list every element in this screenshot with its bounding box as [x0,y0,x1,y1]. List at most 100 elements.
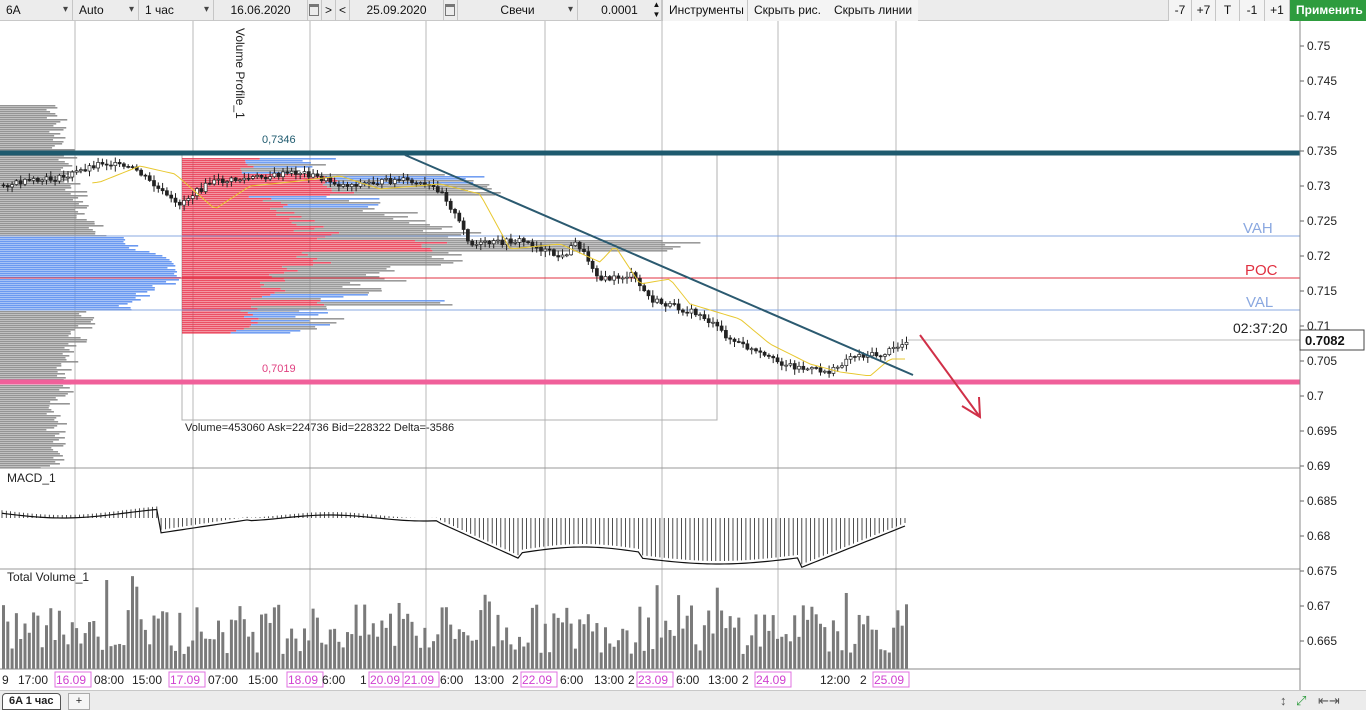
candle-body [311,173,315,178]
volume-bar [88,622,91,669]
volume-bar [892,627,896,669]
left-profile-bar [0,159,59,161]
profile-ask-bar [259,158,336,160]
chart-type-select[interactable]: Свечи [458,0,578,21]
left-profile-bar [0,465,50,467]
candle-body [642,285,647,292]
candle-body [208,182,212,185]
tick-stepper[interactable]: ▲ ▼ [651,0,663,21]
candle-body [689,308,694,314]
minus1-button[interactable]: -1 [1240,0,1265,21]
calendar-from-button[interactable] [308,0,322,21]
profile-bid-bar [182,276,272,278]
left-profile-bar [0,295,150,297]
volume-bar [483,594,487,669]
date-highlight-box [286,671,324,688]
profile-ask-bar [260,286,343,288]
candle-body [113,162,118,167]
hide-lines-button[interactable]: Скрыть линии [828,0,918,21]
time-tick-label: 13:00 [594,673,624,687]
volume-bar [827,651,831,669]
timeframe-select[interactable]: 1 час [139,0,214,21]
time-tick-label: 15:00 [132,673,162,687]
volume-bar [251,631,255,669]
volume-bar [118,643,122,669]
tick-size-field[interactable]: 0.0001 [578,0,662,21]
candle-body [853,356,857,358]
left-profile-bar [0,155,64,157]
time-tick-label: 13:00 [474,673,504,687]
plus7-button[interactable]: +7 [1192,0,1216,21]
symbol-select[interactable]: 6A [0,0,73,21]
candle-body [401,177,406,181]
profile-ask-bar [250,320,310,322]
plus1-button[interactable]: +1 [1265,0,1290,21]
stepper-down-icon[interactable]: ▼ [652,10,661,19]
volume-bar [655,585,659,669]
left-profile-bar [0,247,130,249]
candle-body [478,241,483,245]
price-tick-label: 0.75 [1307,39,1331,53]
resize-vertical-icon[interactable]: ↕ [1280,693,1287,708]
stepper-up-icon[interactable]: ▲ [652,0,661,9]
low-level-label: 0,7019 [262,363,296,375]
candle-body [848,356,853,360]
volume-bar [19,638,23,669]
date-to-field[interactable]: 25.09.2020 [350,0,444,21]
calendar-to-button[interactable] [444,0,458,21]
profile-bid-bar [182,278,284,280]
profile-ask-bar [257,322,337,324]
left-profile-bar [0,249,136,251]
volume-bar [410,621,414,669]
volume-bar [561,622,564,669]
date-from-field[interactable]: 16.06.2020 [214,0,308,21]
chart-area[interactable]: Volume Profile_1 0,7346 0,7019 VAH POC V… [0,21,1366,690]
nav-back-button[interactable]: < [336,0,350,21]
instruments-button[interactable]: Инструменты [663,0,748,21]
profile-bid-bar [182,326,250,328]
left-profile-bar [0,237,124,239]
left-profile-bar [0,333,71,335]
volume-bar [685,615,689,669]
volume-bar [733,627,736,669]
fullscreen-icon[interactable]: ⤢ [1296,693,1307,708]
left-profile-bar [0,207,87,209]
minus7-button[interactable]: -7 [1168,0,1192,21]
trend-line[interactable] [404,154,914,376]
profile-ask-bar [331,190,468,192]
left-profile-bar [0,357,66,359]
candle-body [423,182,427,185]
candle-body [681,309,685,313]
left-profile-bar [0,377,66,379]
volume-bar [715,587,719,669]
add-tab-button[interactable]: + [68,693,90,710]
candle-body [324,177,328,182]
candle-body [672,303,677,305]
apply-button[interactable]: Применить [1290,0,1366,21]
down-arrow[interactable] [919,334,982,419]
left-profile-bar [0,233,96,235]
profile-bid-bar [182,316,245,318]
profile-ask-bar [286,268,387,270]
volume-bar [780,636,784,669]
scale-select[interactable]: Auto [73,0,139,21]
volume-bar [788,641,792,669]
time-axis: 9 17:00 16.09 08:00 15:00 17.09 07:00 15:00 18.0… [2,671,910,688]
date-highlight-box [520,671,558,688]
candle-body [749,348,754,351]
hide-drawings-button[interactable]: Скрыть рис. [748,0,828,21]
calendar-icon [445,4,455,16]
profile-bid-bar [182,328,244,330]
volume-bar [384,627,388,669]
candle-body [896,346,900,349]
volume-profile-label: Volume Profile_1 [233,28,247,119]
nav-forward-button[interactable]: > [322,0,336,21]
candle-body [259,175,264,178]
time-tick-label: 6:00 [322,673,346,687]
chart-tab-active[interactable]: 6A 1 час [2,693,61,710]
candle-body [242,177,247,181]
volume-bar [634,642,638,669]
t-button[interactable]: T [1216,0,1240,21]
scroll-arrows-icon[interactable]: ⇤⇥ [1318,693,1340,708]
candle-body [70,171,75,178]
